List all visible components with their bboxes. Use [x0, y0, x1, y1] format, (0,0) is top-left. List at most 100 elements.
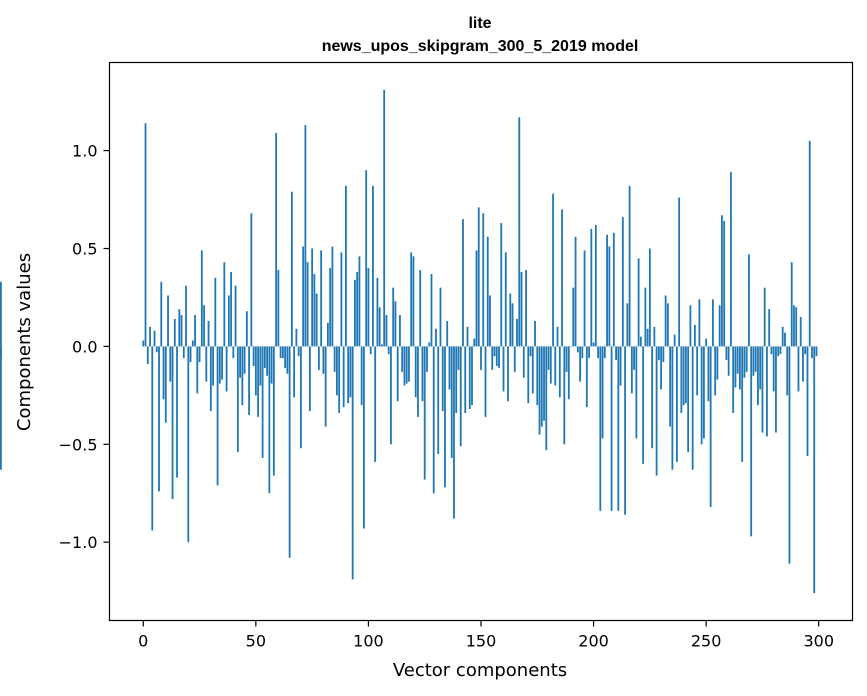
bar-component-250	[705, 338, 708, 347]
bar-component-74	[308, 346, 311, 411]
bar-component-148	[475, 250, 478, 347]
bar-component-166	[516, 318, 518, 347]
bar-component-7	[158, 346, 160, 492]
bar-component-185	[558, 346, 561, 398]
bar-component-71	[302, 246, 305, 347]
bar-component-218	[633, 346, 635, 370]
bar-component-283	[779, 346, 782, 355]
bar-component-34	[218, 346, 221, 384]
bar-component-100	[367, 268, 370, 347]
bar-component-130	[435, 328, 437, 347]
bar-component-43	[239, 346, 241, 378]
bar-component-197	[585, 346, 588, 408]
x-tick-label: 300	[803, 632, 834, 651]
bar-component-24	[196, 346, 199, 394]
bar-component-168	[520, 271, 523, 347]
bar-component-209	[612, 232, 615, 347]
bar-component-45	[243, 346, 246, 374]
bar-component-291	[797, 346, 800, 392]
bar-component-207	[608, 246, 611, 347]
bar-component-58	[272, 346, 275, 476]
bar-component-146	[471, 346, 473, 406]
bar-component-232	[664, 295, 667, 347]
bar-component-33	[216, 346, 219, 486]
bar-component-61	[279, 346, 282, 359]
bar-component-76	[313, 273, 316, 347]
bar-component-284	[781, 326, 784, 347]
bar-component-102	[372, 185, 374, 347]
bar-component-255	[716, 346, 719, 380]
bar-component-173	[531, 346, 534, 394]
bar-component-22	[191, 340, 194, 347]
bar-component-202	[597, 346, 599, 359]
bar-component-174	[534, 320, 536, 347]
bar-component-270	[750, 346, 753, 537]
bar-component-164	[511, 303, 514, 347]
bar-component-41	[234, 285, 237, 347]
bar-component-122	[417, 346, 419, 417]
bar-component-137	[450, 346, 453, 458]
bar-component-142	[462, 219, 464, 347]
bar-component-170	[525, 270, 527, 347]
bar-component-128	[430, 273, 433, 347]
bar-component-103	[374, 346, 377, 462]
bar-component-109	[387, 346, 390, 355]
bar-component-248	[700, 346, 703, 445]
bar-component-86	[336, 346, 338, 396]
bar-component-158	[498, 346, 500, 368]
bar-component-75	[311, 248, 314, 347]
bar-component-176	[538, 346, 541, 435]
bar-component-35	[221, 346, 223, 380]
bar-component-266	[741, 346, 744, 462]
bar-component-262	[732, 346, 735, 413]
bar-component-297	[811, 346, 813, 359]
bar-component-141	[459, 346, 462, 447]
bar-component-115	[401, 346, 404, 372]
bar-component-49	[252, 346, 255, 366]
bar-component-15	[176, 346, 178, 478]
x-tick-label: 200	[578, 632, 609, 651]
bar-component-126	[426, 346, 428, 372]
x-tick-label: 50	[246, 632, 266, 651]
bar-component-279	[770, 346, 773, 355]
bar-component-81	[324, 346, 327, 427]
bar-component-220	[637, 258, 640, 347]
bar-component-285	[784, 332, 786, 347]
bar-component-119	[410, 252, 413, 347]
bar-component-265	[739, 346, 741, 390]
x-tick-label: 250	[691, 632, 722, 651]
bar-component-227	[653, 326, 656, 347]
bar-component-101	[369, 346, 372, 355]
bar-component-undefined	[0, 346, 2, 470]
bar-component-152	[484, 346, 487, 417]
bar-component-21	[189, 346, 192, 363]
bar-component-113	[396, 346, 399, 402]
bar-component-106	[381, 344, 383, 347]
bar-component-292	[799, 317, 802, 347]
bar-component-200	[592, 342, 595, 347]
bar-component-55	[266, 346, 269, 376]
bar-component-298	[813, 346, 816, 594]
bar-component-4	[151, 346, 154, 531]
bar-component-65	[288, 346, 291, 558]
y-axis-label: Components values	[14, 253, 35, 431]
bar-component-11	[167, 295, 169, 347]
bar-component-105	[378, 307, 381, 347]
bar-component-180	[547, 346, 550, 370]
bar-component-215	[626, 303, 629, 347]
bar-component-213	[621, 217, 624, 347]
bar-component-73	[306, 262, 309, 347]
bar-component-294	[804, 346, 807, 355]
bar-component-188	[565, 346, 568, 372]
bar-component-26	[200, 250, 203, 347]
bar-component-287	[788, 346, 791, 564]
bar-component-107	[383, 89, 386, 347]
bar-component-132	[439, 287, 442, 347]
bar-component-50	[254, 346, 257, 396]
bar-component-187	[563, 346, 566, 445]
bar-component-6	[155, 346, 158, 353]
bar-component-181	[549, 346, 552, 384]
y-tick-label: −1.0	[59, 533, 98, 552]
bar-component-38	[227, 295, 230, 347]
plot-area-frame	[108, 61, 854, 622]
